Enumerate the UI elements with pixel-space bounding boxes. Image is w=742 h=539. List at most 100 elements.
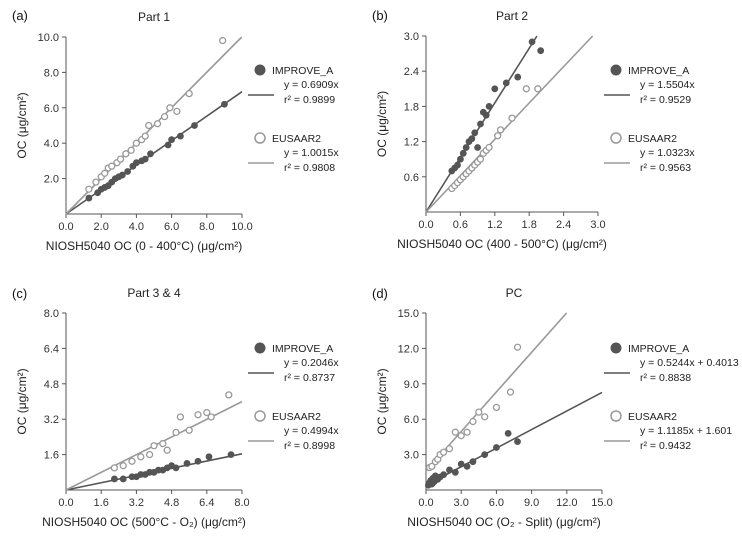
data-point-eusaar2 <box>476 155 485 163</box>
x-tick-label: 4.0 <box>129 221 144 233</box>
x-tick-label: 0.0 <box>418 497 433 509</box>
legend-equation: y = 0.6909x <box>284 79 339 91</box>
data-point-improve-a <box>119 475 127 483</box>
data-point-eusaar2 <box>457 432 465 440</box>
x-tick-label: 4.8 <box>164 497 179 509</box>
panel-label: (a) <box>12 8 28 23</box>
panel-label: (d) <box>372 286 388 301</box>
data-point-eusaar2 <box>469 417 477 426</box>
y-tick-label: 8.0 <box>44 308 59 320</box>
x-tick-label: 12.0 <box>556 497 577 509</box>
data-point-improve-a <box>205 453 213 461</box>
data-point-eusaar2 <box>132 139 141 147</box>
legend-series-name: EUSAAR2 <box>628 133 677 145</box>
data-point-improve-a <box>168 136 176 144</box>
data-point-improve-a <box>118 171 126 179</box>
data-point-improve-a <box>502 79 510 87</box>
legend-r-squared: r² = 0.9529 <box>640 94 691 106</box>
x-tick-label: 0.6 <box>453 219 468 231</box>
x-tick-label: 6.4 <box>199 497 214 509</box>
data-point-improve-a <box>482 111 490 119</box>
data-point-eusaar2 <box>451 428 459 436</box>
legend-series-name: EUSAAR2 <box>272 133 321 145</box>
data-point-eusaar2 <box>173 107 181 115</box>
x-tick-label: 8.0 <box>234 497 249 509</box>
data-point-eusaar2 <box>110 464 119 472</box>
y-axis-label: OC (μg/cm²) <box>15 92 29 158</box>
data-point-improve-a <box>454 161 461 169</box>
data-point-eusaar2 <box>492 403 501 412</box>
data-point-improve-a <box>111 475 118 483</box>
data-point-eusaar2 <box>116 155 125 163</box>
legend-series-name: IMPROVE_A <box>628 343 689 355</box>
data-point-improve-a <box>440 471 448 479</box>
legend-equation: y = 1.1185x + 1.601 <box>640 425 732 437</box>
x-axis-label: NIOSH5040 OC (500°C - O₂) (μg/cm²) <box>42 515 246 529</box>
data-point-improve-a <box>514 438 521 446</box>
legend-equation: y = 1.0323x <box>640 147 695 159</box>
chart-panel-3: (c) Part 3 & 4 0.0 1.6 3.2 4.8 6.4 8.0 1.6 3.2 4.8… <box>12 286 339 529</box>
data-point-improve-a <box>147 150 154 158</box>
data-point-eusaar2 <box>160 113 169 121</box>
panel-label: (c) <box>12 286 27 301</box>
legend-equation: y = 0.5244x + 0.4013 <box>640 357 739 369</box>
x-tick-label: 3.2 <box>129 497 144 509</box>
y-tick-label: 3.2 <box>44 414 59 426</box>
data-point-eusaar2 <box>534 85 542 93</box>
x-axis-label: NIOSH5040 OC (400 - 500°C) (μg/cm²) <box>397 237 607 251</box>
x-tick-label: 1.6 <box>94 497 109 509</box>
y-tick-label: 12.0 <box>398 343 419 355</box>
data-point-improve-a <box>457 460 465 468</box>
regression-line-eusaar2 <box>425 312 568 472</box>
legend-marker <box>254 132 266 144</box>
x-tick-label: 9.0 <box>524 497 539 509</box>
data-point-improve-a <box>492 444 500 451</box>
x-tick-label: 6.0 <box>489 497 504 509</box>
x-tick-label: 8.0 <box>199 221 214 233</box>
panel-title: Part 3 & 4 <box>127 286 181 300</box>
legend-marker <box>610 342 622 354</box>
legend-r-squared: r² = 0.8737 <box>284 372 335 384</box>
data-point-eusaar2 <box>163 446 171 454</box>
data-point-eusaar2 <box>225 391 233 399</box>
y-tick-label: 6.0 <box>404 414 419 426</box>
data-point-improve-a <box>459 149 467 157</box>
data-point-eusaar2 <box>172 428 180 437</box>
y-tick-label: 4.8 <box>44 379 59 391</box>
data-point-eusaar2 <box>119 462 127 470</box>
data-point-eusaar2 <box>153 120 162 128</box>
x-tick-label: 0.0 <box>58 497 73 509</box>
legend-equation: y = 0.4994x <box>284 425 339 437</box>
data-point-eusaar2 <box>85 185 93 193</box>
y-tick-label: 3.0 <box>404 31 419 43</box>
legend-equation: y = 1.0015x <box>284 147 339 159</box>
data-point-eusaar2 <box>176 413 185 421</box>
data-point-improve-a <box>491 85 499 93</box>
data-point-eusaar2 <box>218 36 227 45</box>
y-tick-label: 1.8 <box>404 101 419 113</box>
data-point-improve-a <box>446 466 453 474</box>
data-point-improve-a <box>85 194 93 202</box>
x-tick-label: 0.0 <box>418 219 433 231</box>
data-point-eusaar2 <box>513 343 522 351</box>
y-tick-label: 2.4 <box>404 66 419 78</box>
legend-equation: y = 0.2046x <box>284 357 339 369</box>
data-point-improve-a <box>514 73 522 81</box>
data-point-eusaar2 <box>494 132 502 140</box>
data-point-improve-a <box>164 141 172 149</box>
data-point-eusaar2 <box>203 408 211 417</box>
data-point-improve-a <box>474 144 482 151</box>
data-point-eusaar2 <box>439 448 448 456</box>
data-point-improve-a <box>141 155 149 163</box>
legend-r-squared: r² = 0.9563 <box>640 162 691 174</box>
data-point-improve-a <box>528 38 536 46</box>
data-point-eusaar2 <box>485 143 493 152</box>
y-tick-label: 15.0 <box>398 308 419 320</box>
legend-marker <box>610 64 622 76</box>
legend-series-name: EUSAAR2 <box>628 411 677 423</box>
legend-r-squared: r² = 0.9899 <box>284 94 335 106</box>
y-tick-label: 2.0 <box>44 174 59 186</box>
data-point-eusaar2 <box>141 132 149 140</box>
data-point-improve-a <box>481 451 489 459</box>
data-point-eusaar2 <box>508 114 516 122</box>
